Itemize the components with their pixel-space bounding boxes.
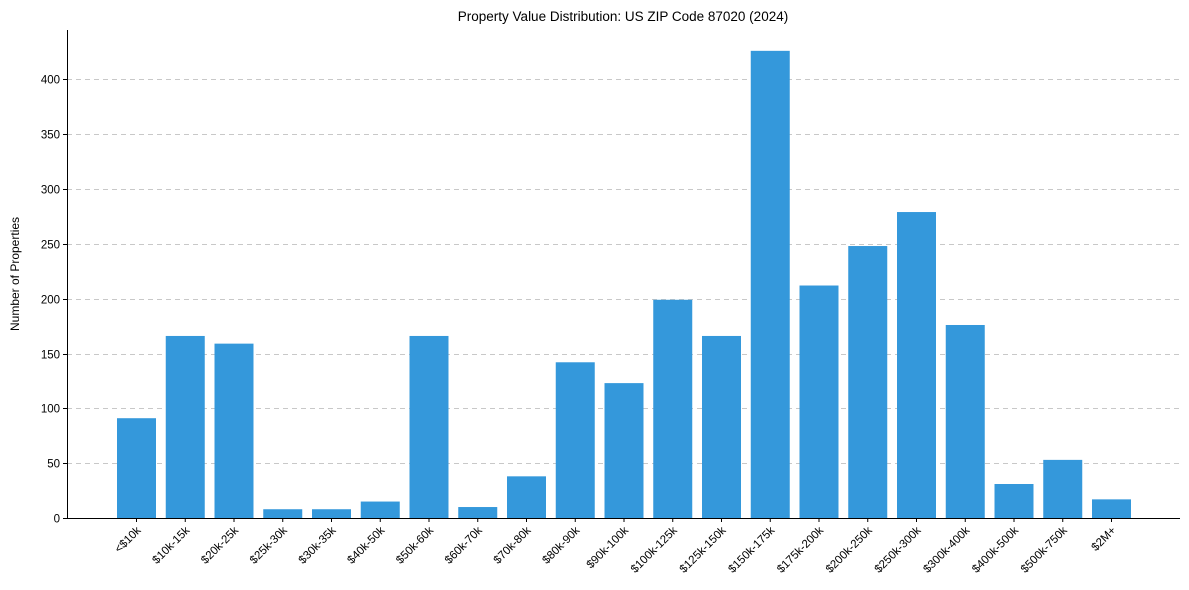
x-tick-label: $20k-25k bbox=[199, 524, 241, 566]
x-tick-label: $200k-250k bbox=[824, 524, 875, 575]
bar bbox=[360, 501, 400, 518]
x-tick-label: $60k-70k bbox=[443, 524, 485, 566]
gridlines bbox=[67, 79, 1180, 464]
x-tick-label: $125k-150k bbox=[678, 524, 729, 575]
y-tick-label: 50 bbox=[47, 459, 60, 471]
y-tick-label: 350 bbox=[41, 130, 60, 142]
x-tick-label: $500k-750k bbox=[1019, 524, 1070, 575]
y-tick-label: 100 bbox=[41, 404, 60, 416]
x-tick-label: $300k-400k bbox=[921, 524, 972, 575]
x-tick-label: $400k-500k bbox=[970, 524, 1021, 575]
bar bbox=[848, 246, 888, 518]
bar bbox=[653, 299, 693, 518]
bar bbox=[117, 418, 156, 518]
bar bbox=[1092, 499, 1131, 518]
bar bbox=[750, 50, 790, 518]
bar bbox=[994, 484, 1034, 518]
y-tick-label: 150 bbox=[41, 350, 60, 362]
x-ticks: <$10k $10k-15k $20k-25k $25k-30k $30k-35k $40… bbox=[113, 518, 1119, 576]
bar bbox=[1043, 459, 1083, 518]
y-axis-label: Number of Properties bbox=[8, 217, 22, 331]
bar bbox=[214, 343, 254, 518]
y-tick-label: 300 bbox=[41, 185, 60, 197]
x-tick-label: $50k-60k bbox=[394, 524, 436, 566]
bar bbox=[312, 509, 351, 518]
y-tick-label: 200 bbox=[41, 295, 60, 307]
y-ticks: 0 50 100 150 200 250 300 350 400 bbox=[41, 75, 67, 526]
bar bbox=[702, 335, 741, 518]
bar bbox=[458, 507, 498, 518]
bar bbox=[604, 383, 644, 518]
x-tick-label: $90k-100k bbox=[585, 524, 632, 571]
y-tick-label: 0 bbox=[54, 514, 60, 526]
y-tick-label: 400 bbox=[41, 75, 60, 87]
x-tick-label: $30k-35k bbox=[297, 524, 339, 566]
x-tick-label: $25k-30k bbox=[248, 524, 290, 566]
bar bbox=[263, 509, 303, 518]
x-tick-label: $70k-80k bbox=[492, 524, 534, 566]
x-tick-label: $10k-15k bbox=[150, 524, 192, 566]
x-tick-label: $175k-200k bbox=[775, 524, 826, 575]
x-tick-label: $80k-90k bbox=[540, 524, 582, 566]
bar bbox=[507, 476, 546, 518]
x-tick-label: $2M+ bbox=[1090, 524, 1119, 553]
x-tick-label: <$10k bbox=[113, 524, 144, 555]
x-tick-label: $150k-175k bbox=[726, 524, 777, 575]
bar bbox=[945, 324, 985, 518]
bar bbox=[555, 362, 595, 518]
y-tick-label: 250 bbox=[41, 240, 60, 252]
bar bbox=[897, 212, 936, 518]
bar bbox=[799, 285, 839, 518]
x-tick-label: $100k-125k bbox=[629, 524, 680, 575]
bar bbox=[165, 335, 205, 518]
bars bbox=[117, 50, 1131, 518]
x-tick-label: $250k-300k bbox=[873, 524, 924, 575]
x-tick-label: $40k-50k bbox=[345, 524, 387, 566]
bar bbox=[409, 335, 449, 518]
chart-title: Property Value Distribution: US ZIP Code… bbox=[458, 9, 788, 24]
